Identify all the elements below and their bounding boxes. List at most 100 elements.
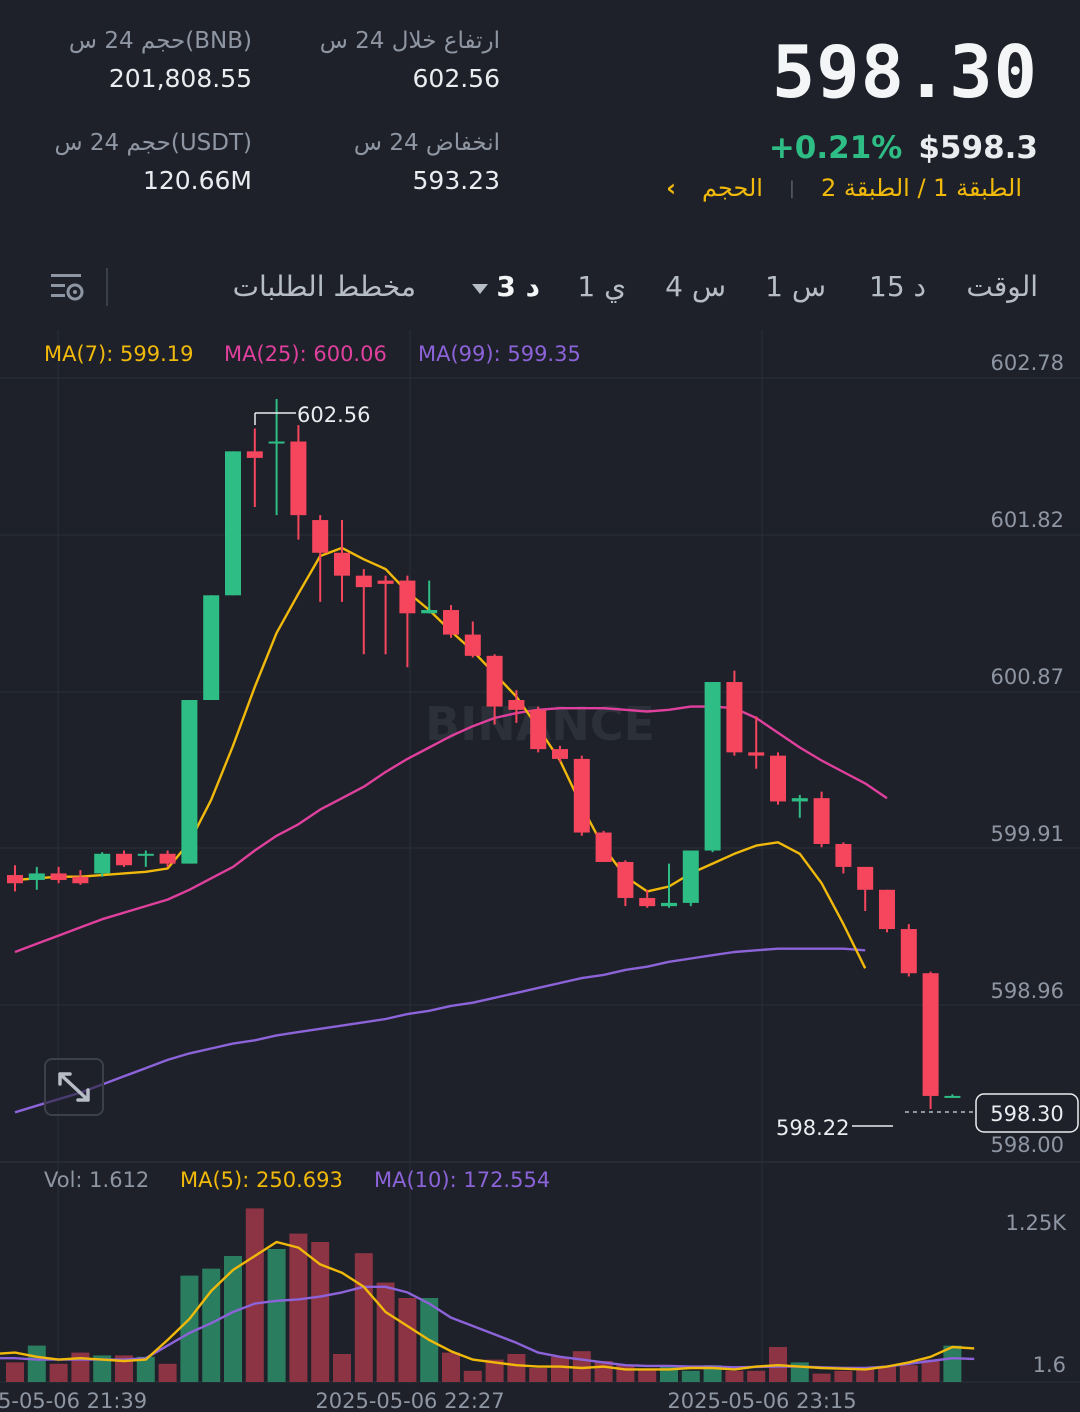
volume-bar: [638, 1369, 657, 1382]
stat-24h-high: ارتفاع خلال 24 س 602.56: [320, 28, 500, 93]
tab-15m[interactable]: 15 د: [869, 270, 926, 303]
tab-orderbook-depth[interactable]: مخطط الطلبات: [232, 270, 416, 303]
volume-bar: [943, 1345, 962, 1382]
candle: [290, 425, 307, 540]
candle: [94, 852, 111, 877]
stat-24h-high-label: ارتفاع خلال 24 س: [319, 28, 500, 54]
expand-icon: [58, 1072, 90, 1102]
candle: [508, 690, 525, 723]
tabs-divider: [106, 268, 108, 306]
tab-1h[interactable]: 1 س: [765, 270, 826, 303]
volume-bar: [245, 1208, 264, 1382]
volume-bar: [812, 1373, 831, 1382]
volume-bar: [398, 1298, 417, 1382]
volume-bar: [442, 1352, 460, 1382]
candle: [72, 870, 89, 885]
price-tick-5: 598.96: [991, 979, 1064, 1003]
low-price-marker: 598.22: [776, 1116, 849, 1140]
candle: [334, 520, 350, 602]
time-axis: 5-05-06 21:39 2025-05-06 22:27 2025-05-0…: [0, 1389, 857, 1412]
volume-bar: [289, 1233, 308, 1382]
volume-bar: [899, 1365, 918, 1382]
candle: [116, 850, 132, 867]
candle: [464, 621, 481, 658]
tab-time[interactable]: الوقت: [966, 270, 1038, 303]
chart-settings-icon[interactable]: [48, 268, 86, 306]
tab-3m[interactable]: 3 د: [496, 270, 540, 303]
stat-24h-vol-bnb-value: 201,808.55: [108, 64, 252, 93]
stat-24h-high-value: 602.56: [412, 64, 500, 93]
volume-bar: [507, 1354, 526, 1382]
ma99-legend: MA(99): 599.35: [418, 342, 581, 366]
candle: [748, 716, 765, 769]
candle: [617, 860, 634, 907]
volume-bar: [6, 1362, 24, 1382]
volume-ma-lines: [0, 1240, 975, 1371]
change-percent: +0.21%: [768, 130, 903, 166]
candle: [573, 755, 590, 836]
volume-bar: [529, 1368, 548, 1382]
ma99-line: [14, 947, 866, 1114]
ma7-line: [14, 546, 867, 969]
volume-bar: [747, 1370, 766, 1382]
interval-dropdown-caret-icon[interactable]: [472, 284, 488, 294]
candlestick-chart[interactable]: BINANCE 602.78601.82600.87599.91598.9659…: [0, 330, 1080, 1412]
candle: [181, 700, 198, 864]
volume-bar: [376, 1282, 395, 1382]
token-tags: ‹ الحجم | الطبقة 1 / الطبقة 2: [666, 174, 1022, 202]
candle: [530, 706, 547, 753]
volume-bar: [834, 1370, 853, 1382]
candle: [312, 515, 329, 602]
tab-1d[interactable]: 1 ي: [577, 270, 626, 303]
candle: [595, 830, 612, 862]
stat-24h-low-label: انخفاض 24 س: [353, 130, 500, 156]
candles: [7, 398, 961, 1110]
candle: [944, 1094, 961, 1098]
candle: [857, 866, 874, 912]
volume-bar: [136, 1356, 155, 1382]
price-markers: 602.56 598.22 598.30: [254, 403, 1079, 1140]
price-axis: 602.78 601.82 600.87 599.91 598.96 598.00 1.25…: [991, 351, 1068, 1377]
price-change: +0.21% $598.3: [769, 130, 1038, 166]
volume-bar: [180, 1275, 199, 1382]
volume-bar: [878, 1366, 896, 1382]
last-price: 598.30: [771, 30, 1038, 114]
volume-bar: [725, 1370, 744, 1382]
stat-24h-vol-bnb: حجم 24 س(BNB) 201,808.55: [69, 28, 252, 93]
fullscreen-button[interactable]: [44, 1058, 104, 1116]
volume-tick-1: 1.25K: [1005, 1211, 1067, 1235]
candle: [268, 398, 285, 516]
volume-bar: [485, 1359, 504, 1382]
candle: [879, 889, 895, 933]
last-price-tag: [975, 1093, 1079, 1133]
tag-volume[interactable]: الحجم: [701, 174, 763, 202]
interval-tabs: الوقت 15 د 1 س 4 س 1 ي 3 د مخطط الطلبات: [0, 262, 1080, 322]
tag-layer[interactable]: الطبقة 1 / الطبقة 2: [821, 174, 1022, 202]
price-tick-3: 600.87: [991, 665, 1064, 689]
candle: [791, 794, 808, 818]
candle: [203, 595, 220, 701]
volume-bar: [267, 1249, 286, 1382]
stat-24h-vol-usdt: حجم 24 س(USDT) 120.66M: [55, 130, 253, 195]
volume-bar: [311, 1242, 330, 1382]
candle: [377, 575, 394, 655]
high-price-marker: 602.56: [297, 403, 370, 427]
candle: [835, 842, 852, 874]
usd-price: $598.3: [918, 130, 1038, 166]
ma25-legend: MA(25): 600.06: [224, 342, 387, 366]
candle: [639, 889, 656, 908]
candle: [137, 850, 154, 867]
candle: [355, 569, 372, 655]
market-stats: ارتفاع خلال 24 س 602.56 حجم 24 س(BNB) 20…: [40, 28, 501, 208]
vol-ma10-legend: MA(10): 172.554: [374, 1168, 550, 1192]
candle: [399, 575, 416, 668]
tag-chevron-icon[interactable]: ‹: [666, 174, 676, 202]
volume-bar: [681, 1370, 700, 1382]
candle: [28, 866, 45, 890]
stat-24h-vol-usdt-label: حجم 24 س(USDT): [54, 130, 253, 156]
volume-bar: [93, 1355, 112, 1382]
ma7-legend: MA(7): 599.19: [44, 342, 193, 366]
candle: [813, 791, 830, 848]
candle: [704, 682, 721, 853]
tab-4h[interactable]: 4 س: [665, 270, 726, 303]
